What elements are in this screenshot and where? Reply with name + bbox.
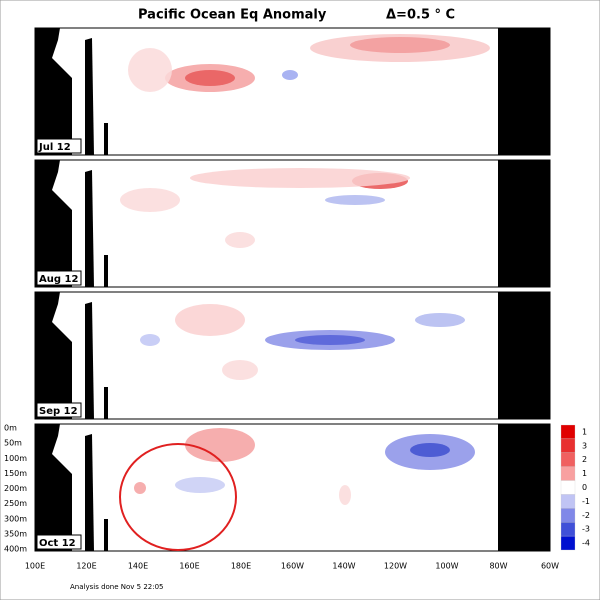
subtitle: Δ=0.5 ° C	[386, 8, 455, 23]
y-tick-label: 350m	[4, 529, 27, 538]
land-mask	[498, 292, 550, 419]
colorbar-label: 0	[582, 483, 587, 492]
x-tick-label: 180E	[231, 562, 251, 571]
x-tick-label: 120E	[76, 562, 96, 571]
land-mask	[35, 424, 72, 551]
x-tick-label: 100W	[435, 562, 458, 571]
colorbar-label: -2	[582, 511, 590, 520]
anomaly-region	[410, 443, 450, 457]
anomaly-region	[175, 477, 225, 493]
land-mask	[85, 302, 94, 419]
x-tick-label: 160E	[179, 562, 199, 571]
x-tick-label: 120W	[384, 562, 407, 571]
y-tick-label: 400m	[4, 545, 27, 554]
y-tick-label: 100m	[4, 454, 27, 463]
label-bg	[36, 138, 82, 154]
panel: Aug 12	[34, 159, 551, 288]
anomaly-region	[222, 360, 258, 380]
anomaly-region	[225, 232, 255, 248]
x-tick-label: 160W	[281, 562, 304, 571]
colorbar-cell	[560, 494, 576, 509]
anomaly-region	[282, 70, 298, 80]
anomaly-region	[128, 48, 172, 92]
colorbar-cell	[560, 535, 576, 551]
footnote: Analysis done Nov 5 22:05	[70, 583, 164, 591]
colorbar-label: -1	[582, 497, 590, 506]
y-tick-label: 0m	[4, 424, 17, 433]
colorbar-label: -3	[582, 525, 590, 534]
anomaly-region	[325, 195, 385, 205]
land-mask	[35, 160, 72, 287]
panel-bg	[34, 423, 551, 552]
panel: Sep 12	[34, 291, 551, 420]
colorbar-label: 1	[582, 427, 587, 436]
y-tick-label: 50m	[4, 439, 22, 448]
land-mask	[498, 424, 550, 551]
y-tick-label: 250m	[4, 499, 27, 508]
panel-label: Oct 12	[39, 538, 76, 549]
colorbar-cell	[560, 522, 576, 537]
colorbar-label: 1	[582, 469, 587, 478]
panel-label: Aug 12	[39, 274, 78, 285]
anomaly-region	[190, 168, 410, 188]
land-mask	[85, 434, 94, 551]
anomaly-region	[175, 304, 245, 336]
land-mask	[35, 28, 72, 155]
colorbar-cell	[560, 438, 576, 453]
anomaly-region	[185, 70, 235, 86]
panel-bg	[34, 291, 551, 420]
colorbar-cell	[560, 508, 576, 523]
land-mask	[85, 38, 94, 155]
land-mask	[104, 123, 108, 155]
colorbar-cell	[560, 424, 576, 440]
colorbar-cell	[560, 480, 576, 495]
colorbar-cell	[560, 452, 576, 467]
land-mask	[104, 387, 108, 419]
colorbar-label: -4	[582, 539, 590, 548]
land-mask	[35, 292, 72, 419]
y-tick-label: 300m	[4, 514, 27, 523]
land-mask	[104, 519, 108, 551]
anomaly-region	[185, 428, 255, 462]
anomaly-region	[350, 37, 450, 53]
anomaly-region	[415, 313, 465, 327]
anomaly-region	[140, 334, 160, 346]
label-bg	[36, 270, 82, 286]
panel-label: Jul 12	[38, 142, 71, 153]
label-bg	[36, 534, 82, 550]
highlight-circle	[119, 443, 237, 551]
anomaly-region	[120, 188, 180, 212]
title: Pacific Ocean Eq Anomaly	[138, 8, 327, 23]
colorbar-label: 2	[582, 455, 587, 464]
land-mask	[104, 255, 108, 287]
colorbar-cell	[560, 466, 576, 481]
label-bg	[36, 402, 82, 418]
panel: Oct 12	[34, 423, 551, 552]
land-mask	[498, 28, 550, 155]
x-tick-label: 60W	[541, 562, 559, 571]
land-mask	[85, 170, 94, 287]
x-tick-label: 100E	[25, 562, 45, 571]
panel: Jul 12	[34, 27, 551, 156]
x-tick-label: 80W	[489, 562, 507, 571]
anomaly-region	[295, 335, 365, 345]
y-tick-label: 150m	[4, 469, 27, 478]
land-mask	[498, 160, 550, 287]
anomaly-region	[339, 485, 351, 505]
x-tick-label: 140W	[332, 562, 355, 571]
anomaly-region	[134, 482, 146, 494]
x-tick-label: 140E	[128, 562, 148, 571]
y-tick-label: 200m	[4, 484, 27, 493]
panel-label: Sep 12	[39, 406, 78, 417]
colorbar-label: 3	[582, 441, 587, 450]
